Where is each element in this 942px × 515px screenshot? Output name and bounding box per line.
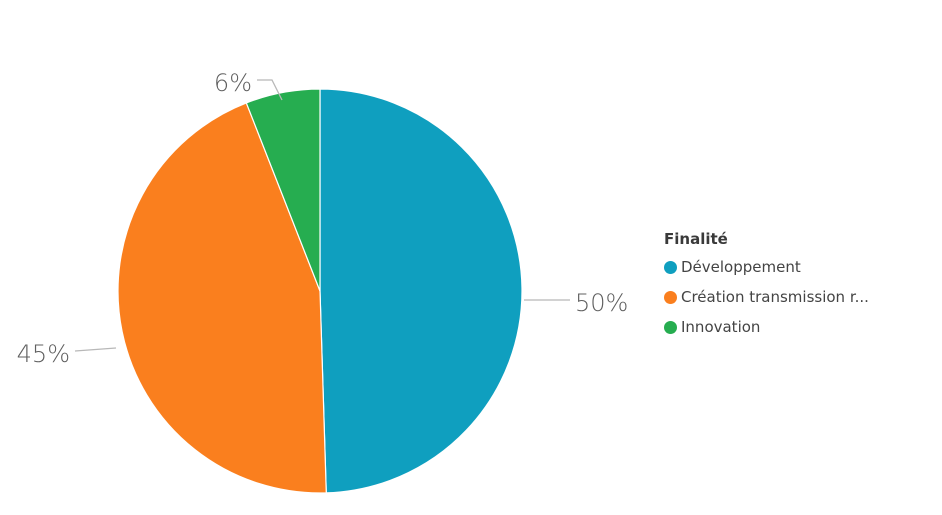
legend-label-developpement: Développement bbox=[681, 258, 801, 276]
pie-data-labels: 50% 45% 6% bbox=[17, 69, 629, 368]
data-label-creation-transmission-r: 45% bbox=[17, 340, 70, 368]
pie-slice-innovation[interactable] bbox=[245, 88, 321, 292]
data-label-innovation: 6% bbox=[214, 69, 252, 97]
legend-label-innovation: Innovation bbox=[681, 318, 761, 336]
leader-line-innovation bbox=[257, 79, 283, 101]
legend-item-developpement[interactable]: Développement bbox=[664, 258, 939, 276]
pie-leader-lines bbox=[74, 79, 570, 352]
legend-marker-creation-transmission bbox=[664, 290, 677, 304]
pie-slice-developpement[interactable] bbox=[319, 88, 523, 494]
pie-slices bbox=[117, 88, 523, 494]
legend-title: Finalité bbox=[664, 230, 728, 248]
leader-line-creation-transmission-r bbox=[74, 347, 117, 352]
legend-item-creation-transmission[interactable]: Création transmission r... bbox=[664, 288, 939, 306]
legend-item-innovation[interactable]: Innovation bbox=[664, 318, 939, 336]
pie-slice-creation-transmission-r[interactable] bbox=[117, 102, 327, 494]
legend-marker-developpement bbox=[664, 260, 677, 274]
legend-label-creation-transmission: Création transmission r... bbox=[681, 288, 869, 306]
chart-legend: Finalité Développement Création transmis… bbox=[664, 230, 939, 348]
legend-marker-innovation bbox=[664, 320, 677, 334]
data-label-developpement: 50% bbox=[575, 289, 628, 317]
